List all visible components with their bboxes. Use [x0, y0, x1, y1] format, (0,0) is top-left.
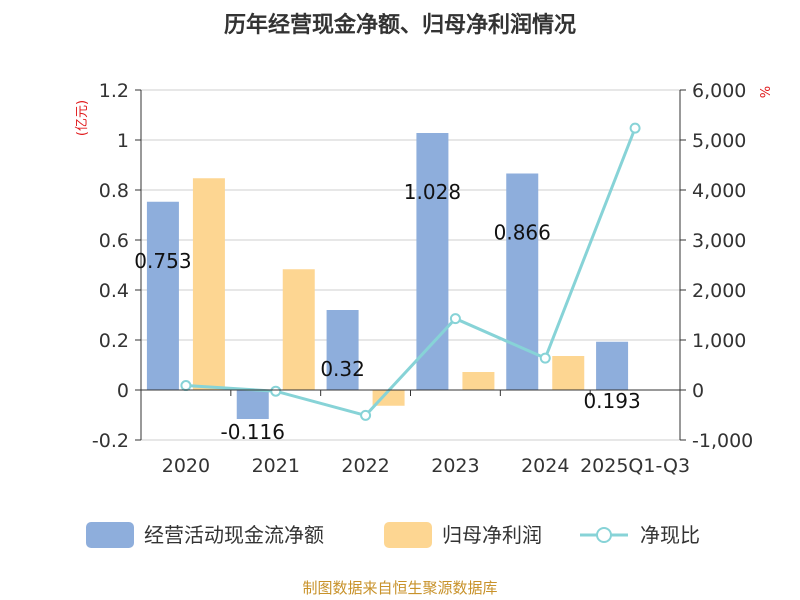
- ratio-point: [629, 122, 641, 134]
- bar-cashflow: [506, 173, 539, 390]
- data-label: 0.32: [320, 357, 365, 381]
- legend-label-net-profit: 归母净利润: [442, 523, 542, 547]
- category-label: 2022: [341, 455, 389, 477]
- category-label: 2024: [521, 455, 569, 477]
- left-tick-label: 0: [117, 380, 129, 402]
- right-tick-label: 0: [692, 380, 704, 402]
- bar-cashflow: [146, 201, 179, 390]
- legend-swatch-net-profit: [384, 522, 432, 548]
- left-axis-unit: (亿元): [75, 100, 90, 136]
- data-labels: 0.753 -0.116 0.32 1.028 0.866 0.193: [134, 180, 640, 444]
- legend: 经营活动现金流净额 归母净利润 净现比: [86, 522, 700, 548]
- legend-label-ratio: 净现比: [640, 523, 700, 547]
- bar-net-profit: [372, 390, 405, 406]
- category-label: 2023: [431, 455, 479, 477]
- data-label: 0.193: [583, 389, 640, 413]
- legend-swatch-ratio-marker: [596, 527, 612, 543]
- right-tick-label: 5,000: [692, 130, 746, 152]
- right-tick-label: 6,000: [692, 80, 746, 102]
- bar-cashflow: [236, 390, 269, 419]
- bars: [146, 133, 675, 419]
- left-tick-label: -0.2: [92, 430, 129, 452]
- right-tick-label: -1,000: [692, 430, 753, 452]
- right-axis-unit: %: [756, 86, 771, 98]
- source-note: 制图数据来自恒生聚源数据库: [302, 579, 497, 597]
- chart-title: 历年经营现金净额、归母净利润情况: [224, 12, 576, 38]
- axes: 1.2 1 0.8 0.6 0.4 0.2 0 -0.2 6,000 5,000 4,000 3,00…: [92, 80, 753, 477]
- left-tick-label: 1: [117, 130, 129, 152]
- ratio-point: [539, 352, 551, 364]
- bar-net-profit: [282, 269, 315, 390]
- category-label: 2025Q1-Q3: [580, 455, 690, 477]
- legend-swatch-cashflow: [86, 522, 134, 548]
- ratio-point: [180, 380, 192, 392]
- right-tick-label: 1,000: [692, 330, 746, 352]
- data-label: -0.116: [221, 420, 285, 444]
- bar-net-profit: [552, 356, 585, 390]
- bar-net-profit: [462, 372, 495, 390]
- bar-cashflow: [416, 133, 449, 390]
- right-tick-label: 4,000: [692, 180, 746, 202]
- left-tick-label: 0.8: [99, 180, 129, 202]
- bar-cashflow: [596, 341, 629, 390]
- category-label: 2020: [162, 455, 210, 477]
- ratio-point: [270, 385, 282, 397]
- data-label: 0.753: [134, 249, 191, 273]
- right-tick-label: 3,000: [692, 230, 746, 252]
- category-label: 2021: [252, 455, 300, 477]
- bar-net-profit: [192, 178, 225, 390]
- data-label: 1.028: [404, 180, 461, 204]
- bar-cashflow: [326, 310, 359, 390]
- ratio-point: [449, 313, 461, 325]
- left-tick-label: 1.2: [99, 80, 129, 102]
- left-tick-label: 0.2: [99, 330, 129, 352]
- right-tick-label: 2,000: [692, 280, 746, 302]
- left-tick-label: 0.6: [99, 230, 129, 252]
- ratio-point: [360, 409, 372, 421]
- left-tick-label: 0.4: [99, 280, 129, 302]
- legend-label-cashflow: 经营活动现金流净额: [144, 523, 324, 547]
- data-label: 0.866: [494, 221, 551, 245]
